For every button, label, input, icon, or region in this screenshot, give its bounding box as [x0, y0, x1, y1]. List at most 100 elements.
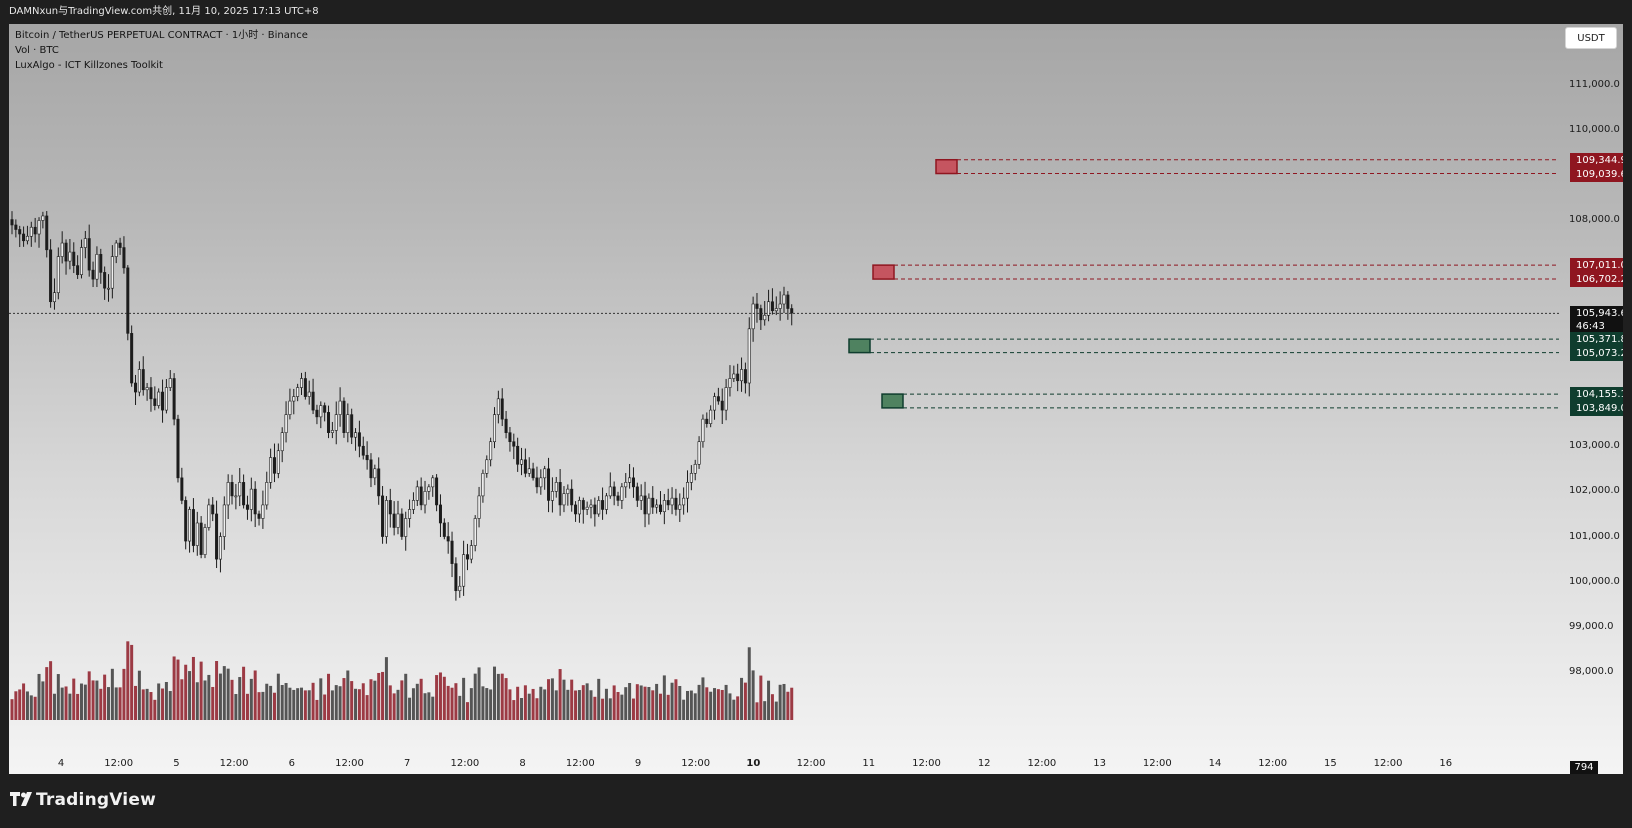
tradingview-logo[interactable]: TradingView	[10, 790, 156, 810]
volume-bar	[419, 678, 423, 720]
supply-zone-box	[935, 158, 958, 175]
currency-button[interactable]: USDT	[1565, 27, 1617, 49]
candle	[288, 400, 292, 415]
volume-bar	[296, 688, 300, 720]
candle	[639, 495, 643, 501]
candle	[130, 333, 134, 384]
candle	[535, 477, 539, 488]
candle	[651, 497, 655, 508]
candle	[558, 482, 562, 506]
candle	[628, 477, 632, 483]
candle	[99, 254, 103, 273]
volume-bar	[153, 699, 157, 720]
candle	[122, 247, 126, 269]
volume-bar	[778, 684, 782, 720]
candle	[10, 219, 14, 226]
volume-bar	[720, 689, 724, 720]
candle	[678, 504, 682, 510]
volume-bar	[110, 668, 114, 720]
candle	[547, 468, 551, 501]
candle	[477, 495, 481, 519]
volume-bar	[477, 667, 481, 720]
volume-bar	[423, 693, 427, 720]
candle	[284, 414, 288, 433]
candle	[751, 303, 755, 330]
volume-bar	[454, 683, 458, 720]
volume-bar	[218, 673, 222, 720]
candle	[157, 391, 161, 406]
supply-zone-box	[872, 264, 895, 280]
price-tick-label: 108,000.0	[1569, 214, 1620, 226]
volume-bar	[539, 686, 543, 720]
volume-bar	[493, 666, 496, 720]
candle	[520, 459, 524, 465]
candle	[215, 513, 219, 560]
volume-bar	[485, 688, 489, 720]
candle	[527, 468, 531, 474]
volume-bar	[465, 702, 469, 720]
candle	[496, 398, 500, 415]
volume-bar	[438, 672, 442, 720]
killzone-levels	[848, 158, 1559, 409]
volume-bar	[631, 698, 635, 720]
volume-bar	[130, 644, 134, 720]
candle	[481, 473, 485, 497]
candle	[72, 251, 76, 266]
volume-bar	[164, 681, 168, 720]
chart-area[interactable]: Bitcoin / TetherUS PERPETUAL CONTRACT · …	[9, 24, 1623, 774]
candle	[763, 314, 767, 321]
candle	[620, 486, 624, 501]
volume-bar	[408, 697, 412, 720]
candle	[419, 486, 423, 506]
candle	[37, 220, 41, 235]
volume-bar	[581, 685, 585, 720]
candle	[705, 418, 709, 424]
volume-bar	[122, 668, 126, 720]
volume-bar	[435, 675, 439, 720]
volume-bar	[369, 679, 373, 720]
indicator-label[interactable]: LuxAlgo - ICT Killzones Toolkit	[15, 60, 163, 71]
volume-bar	[481, 686, 485, 720]
time-tick-label: 5	[173, 758, 180, 769]
candle	[570, 488, 574, 506]
candle	[512, 441, 516, 447]
candle	[195, 522, 199, 546]
volume-bar	[361, 683, 365, 720]
candle	[442, 522, 446, 537]
candle	[118, 242, 122, 248]
candle	[22, 233, 26, 242]
volume-bar	[639, 685, 643, 720]
volume-bar	[145, 688, 149, 720]
candle	[438, 504, 442, 524]
volume-bar	[570, 679, 574, 720]
symbol-title[interactable]: Bitcoin / TetherUS PERPETUAL CONTRACT · …	[15, 30, 308, 41]
demand-zone-1-bottom-label: 105,073.2	[1570, 345, 1623, 361]
volume-bar	[651, 690, 655, 720]
candle	[319, 405, 323, 418]
candle	[465, 554, 469, 560]
candle	[41, 215, 45, 221]
candle	[253, 488, 257, 515]
time-tick-label: 12:00	[1373, 758, 1403, 769]
time-tick-label: 15	[1324, 758, 1337, 769]
candle	[790, 308, 794, 314]
candle	[365, 454, 369, 461]
candle	[774, 308, 778, 312]
candle	[49, 249, 53, 303]
volume-bar	[774, 701, 778, 720]
candle	[554, 482, 558, 492]
candle	[311, 391, 315, 411]
tradingview-logo-icon	[10, 790, 36, 810]
volume-bar	[674, 679, 678, 720]
volume-bar	[245, 693, 249, 720]
volume-bar	[18, 689, 22, 720]
candle	[14, 224, 18, 230]
volume-bar	[91, 680, 95, 720]
candle	[624, 482, 628, 488]
volume-indicator-label[interactable]: Vol · BTC	[15, 45, 59, 56]
candle	[296, 387, 300, 397]
candle	[68, 251, 72, 262]
chart-canvas[interactable]	[9, 24, 1623, 774]
supply-zone-1-bottom-label: 109,039.6	[1570, 166, 1623, 182]
candle	[485, 459, 489, 474]
